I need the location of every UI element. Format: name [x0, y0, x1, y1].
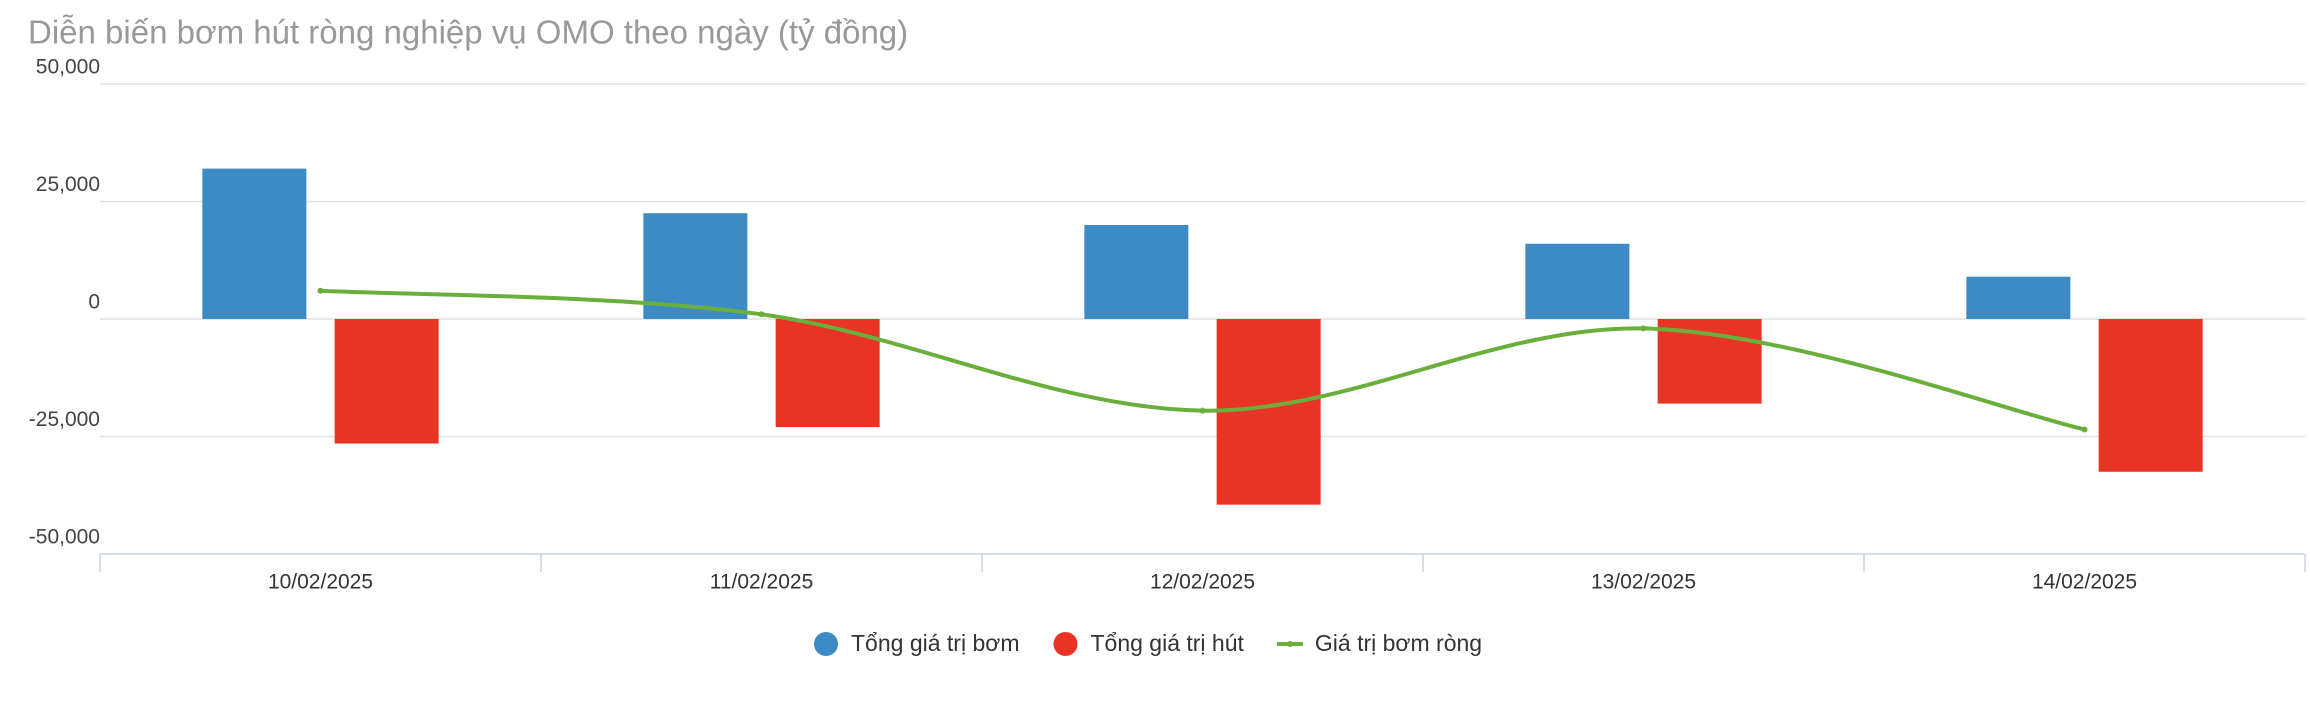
legend-label: Tổng giá trị bơm [851, 630, 1019, 656]
legend-item: Giá trị bơm ròng [1276, 630, 1482, 656]
legend-label: Tổng giá trị hút [1090, 630, 1244, 656]
line-point [1640, 325, 1647, 332]
y-tick-label: 0 [88, 291, 100, 314]
bar [643, 213, 748, 319]
y-tick-label: 25,000 [36, 173, 100, 196]
x-tick-label: 12/02/2025 [1150, 571, 1255, 594]
bar [1084, 225, 1189, 319]
x-tick-label: 14/02/2025 [2032, 571, 2137, 594]
y-tick-label: -50,000 [29, 526, 100, 549]
line-point [1199, 407, 1206, 414]
line-point [317, 287, 324, 294]
legend-item: Tổng giá trị hút [1053, 630, 1245, 656]
y-tick-label: -25,000 [29, 408, 100, 431]
bar [2098, 319, 2203, 472]
legend-item: Tổng giá trị bơm [814, 630, 1019, 656]
bar [202, 168, 307, 319]
x-tick-label: 13/02/2025 [1591, 571, 1696, 594]
bar [334, 319, 439, 444]
chart-title: Diễn biến bơm hút ròng nghiệp vụ OMO the… [28, 14, 908, 51]
x-tick-label: 10/02/2025 [268, 571, 373, 594]
bar [1966, 276, 2071, 319]
line-point [758, 311, 765, 318]
y-tick-label: 50,000 [36, 56, 100, 79]
legend-symbol [1286, 641, 1293, 647]
x-tick-label: 11/02/2025 [710, 571, 814, 594]
bar [1525, 243, 1630, 319]
legend-label: Giá trị bơm ròng [1315, 630, 1482, 656]
legend-symbol [814, 632, 838, 656]
bar [1216, 319, 1321, 505]
line-point [2081, 426, 2088, 433]
legend-symbol [1053, 632, 1078, 656]
